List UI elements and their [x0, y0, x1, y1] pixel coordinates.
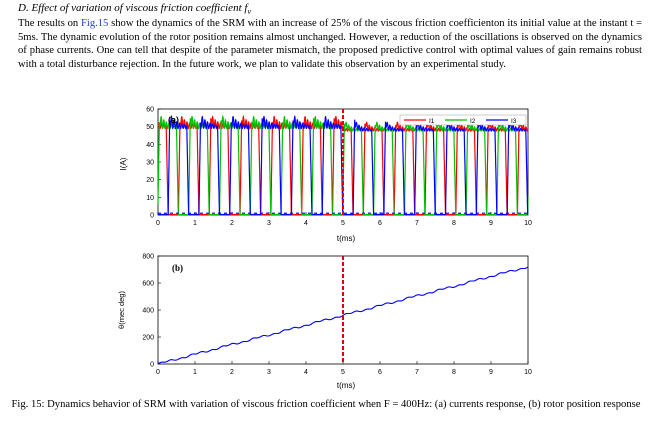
- section-heading: D. Effect of variation of viscous fricti…: [18, 2, 251, 16]
- panel-b-ytick-label: 800: [142, 254, 154, 261]
- figure-caption: Fig. 15: Dynamics behavior of SRM with v…: [11, 399, 641, 410]
- panel-a-xtick-label: 5: [341, 220, 345, 227]
- panel-b-xtick-label: 3: [267, 369, 271, 376]
- panel-b-xtick-label: 10: [524, 369, 532, 376]
- panel-b-xtick-label: 9: [489, 369, 493, 376]
- panel-a-ytick-label: 10: [146, 195, 154, 202]
- panel-b-xtick-label: 4: [304, 369, 308, 376]
- panel-a-currents: 0 1 2 3 4 5 6 7 8 9 10 0 10 20 30 40 50 60 (a) I1 I2 I3 t(m…: [119, 107, 532, 244]
- heading-subscript: v: [247, 7, 251, 17]
- body-paragraph: The results on Fig.15 show the dynamics …: [18, 17, 642, 71]
- panel-b-ylabel: θ(mec deg): [117, 291, 126, 329]
- panel-b-xlabel: t(ms): [337, 381, 356, 390]
- panel-a-xtick-label: 10: [524, 220, 532, 227]
- paragraph-part2: show the dynamics of the SRM with an inc…: [18, 18, 643, 70]
- panel-b-label: (b): [172, 263, 183, 273]
- panel-b-xtick-label: 5: [341, 369, 345, 376]
- panel-a-xtick-label: 0: [156, 220, 160, 227]
- panel-a-xlabel: t(ms): [337, 234, 356, 243]
- paragraph-part1: The results on: [18, 18, 81, 29]
- panel-b-xtick-label: 1: [193, 369, 197, 376]
- panel-b-xtick-label: 6: [378, 369, 382, 376]
- panel-b-xtick-label: 2: [230, 369, 234, 376]
- rotor-position-line: [157, 266, 529, 365]
- panel-a-ylabel: I(A): [119, 157, 128, 170]
- legend-label-i3: I3: [511, 118, 517, 125]
- panel-b-xtick-label: 7: [415, 369, 419, 376]
- panel-b-xtick-label: 0: [156, 369, 160, 376]
- heading-text: D. Effect of variation of viscous fricti…: [18, 2, 245, 14]
- figure-reference-link[interactable]: Fig.15: [80, 18, 109, 29]
- panel-b-ytick-label: 200: [142, 335, 154, 342]
- panel-a-ytick-label: 0: [150, 213, 154, 220]
- series-i1-line: [157, 114, 529, 216]
- panel-b-ytick-label: 0: [150, 362, 154, 369]
- panel-a-xtick-label: 2: [230, 220, 234, 227]
- panel-a-xtick-label: 3: [267, 220, 271, 227]
- panel-a-xtick-label: 4: [304, 220, 308, 227]
- panel-a-label: (a): [168, 115, 179, 125]
- heading-symbol: f: [244, 2, 248, 14]
- panel-a-xtick-label: 1: [193, 220, 197, 227]
- panel-b-position: 0 1 2 3 4 5 6 7 8 9 10 0 200 400 600 800 (b) t(ms) θ(me…: [117, 254, 532, 391]
- panel-b-xtick-label: 8: [452, 369, 456, 376]
- panel-a-xtick-label: 7: [415, 220, 419, 227]
- panel-a-ytick-label: 20: [146, 177, 154, 184]
- panel-b-series: [157, 266, 529, 365]
- panel-a-ytick-label: 60: [146, 107, 154, 114]
- panel-a-xtick-label: 6: [378, 220, 382, 227]
- panel-a-ytick-label: 40: [146, 142, 154, 149]
- legend-label-i2: I2: [470, 118, 476, 125]
- panel-a-legend: I1 I2 I3: [399, 114, 527, 126]
- panel-a-xtick-label: 9: [489, 220, 493, 227]
- legend-label-i1: I1: [429, 118, 435, 125]
- panel-a-ytick-label: 50: [146, 124, 154, 131]
- panel-b-ytick-label: 400: [142, 308, 154, 315]
- panel-a-xtick-label: 8: [452, 220, 456, 227]
- panel-a-ytick-label: 30: [146, 160, 154, 167]
- panel-b-ytick-label: 600: [142, 281, 154, 288]
